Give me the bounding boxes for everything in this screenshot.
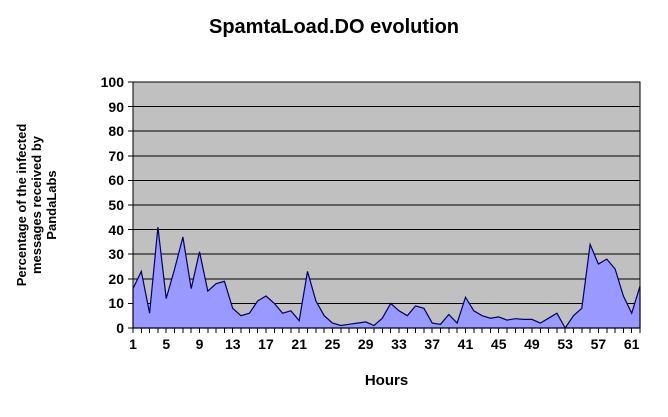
x-tick-label: 37 xyxy=(424,336,440,352)
x-tick-label: 9 xyxy=(195,336,204,352)
y-tick-label: 80 xyxy=(108,123,124,140)
y-tick-label: 40 xyxy=(108,221,124,238)
x-tick-label: 53 xyxy=(557,336,573,352)
y-tick-label: 90 xyxy=(108,98,124,115)
x-tick-label: 49 xyxy=(524,336,540,352)
x-tick-label: 1 xyxy=(129,336,137,352)
x-tick-label: 21 xyxy=(291,336,307,352)
x-tick-label: 57 xyxy=(590,336,607,352)
y-tick-label: 20 xyxy=(108,270,124,287)
x-tick-label: 29 xyxy=(357,336,374,352)
y-tick-label: 0 xyxy=(116,320,124,336)
y-tick-label: 60 xyxy=(108,172,124,189)
chart-title: SpamtaLoad.DO evolution xyxy=(208,16,460,38)
y-tick-label: 100 xyxy=(100,74,124,90)
x-tick-label: 17 xyxy=(258,336,274,352)
x-tick-label: 33 xyxy=(391,336,407,352)
x-tick-label: 61 xyxy=(623,336,640,352)
x-tick-label: 5 xyxy=(162,336,171,352)
y-tick-label: 30 xyxy=(108,246,124,263)
y-tick-label: 10 xyxy=(108,295,124,312)
y-tick-label: 70 xyxy=(108,147,124,164)
area-series xyxy=(132,227,641,330)
x-tick-label: 25 xyxy=(324,336,341,352)
x-tick-label: 45 xyxy=(490,336,507,352)
x-axis-title: Hours xyxy=(364,372,409,389)
x-tick-label: 13 xyxy=(224,336,241,352)
y-tick-label: 50 xyxy=(108,197,124,213)
x-tick-label: 41 xyxy=(457,336,474,352)
